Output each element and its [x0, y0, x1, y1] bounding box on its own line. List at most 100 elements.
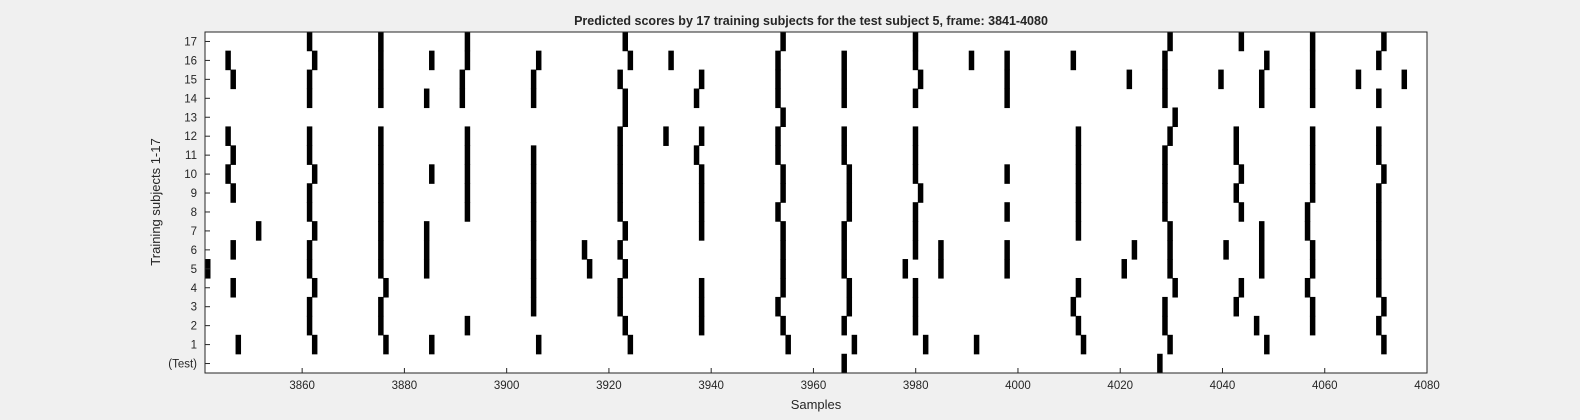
score-mark	[1238, 277, 1245, 298]
score-mark	[1376, 315, 1382, 336]
y-tick-label: 7	[191, 226, 197, 238]
score-mark	[378, 202, 384, 222]
y-tick-label: 13	[184, 112, 197, 124]
score-mark	[311, 277, 318, 298]
score-mark	[225, 126, 231, 146]
score-mark	[230, 145, 236, 165]
score-mark	[1070, 50, 1077, 71]
score-mark	[1381, 164, 1387, 184]
score-mark	[846, 202, 853, 222]
y-tick-label: 5	[191, 264, 197, 276]
score-mark	[1162, 183, 1168, 203]
score-mark	[1376, 126, 1382, 146]
score-mark	[464, 315, 471, 336]
score-mark	[912, 164, 919, 184]
y-tick-label: (Test)	[168, 359, 197, 371]
score-mark	[1167, 259, 1173, 279]
score-mark	[1075, 202, 1082, 222]
score-mark	[306, 202, 313, 222]
score-mark	[780, 183, 786, 203]
score-mark	[668, 50, 674, 71]
score-mark	[1401, 69, 1408, 90]
score-mark	[1080, 334, 1087, 355]
score-mark	[1304, 277, 1311, 298]
marks	[205, 31, 1408, 374]
score-mark	[775, 88, 781, 109]
score-mark	[1376, 50, 1382, 71]
score-mark	[698, 277, 705, 298]
score-mark	[311, 164, 318, 184]
y-tick-label: 2	[191, 321, 197, 333]
score-mark	[775, 202, 781, 222]
score-mark	[311, 50, 318, 71]
score-mark	[378, 164, 384, 184]
score-mark	[627, 334, 634, 355]
score-mark	[775, 296, 781, 317]
y-tick-label: 11	[185, 150, 197, 162]
score-mark	[663, 126, 669, 146]
score-mark	[1238, 31, 1245, 52]
score-mark	[1233, 126, 1240, 146]
score-mark	[1309, 240, 1316, 260]
score-mark	[1309, 183, 1316, 203]
score-mark	[1258, 221, 1265, 241]
y-tick-label: 14	[184, 93, 197, 105]
score-mark	[459, 69, 466, 90]
plot-frame	[204, 31, 1428, 374]
score-mark	[841, 50, 847, 71]
score-mark	[1304, 221, 1311, 241]
score-mark	[1258, 69, 1265, 90]
score-mark	[306, 126, 313, 146]
score-mark	[1376, 183, 1382, 203]
score-mark	[1238, 164, 1245, 184]
score-mark	[775, 126, 781, 146]
score-mark	[1167, 126, 1173, 146]
score-mark	[698, 296, 705, 317]
score-mark	[1167, 240, 1173, 260]
score-mark	[1309, 315, 1316, 336]
y-tick-label: 4	[191, 283, 198, 295]
score-mark	[429, 164, 435, 184]
score-mark	[780, 240, 786, 260]
x-tick-label: 4020	[1107, 380, 1133, 392]
score-mark	[1162, 50, 1168, 71]
score-mark	[530, 259, 537, 279]
score-mark	[306, 183, 313, 203]
score-mark	[841, 126, 847, 146]
score-mark	[617, 240, 623, 260]
score-mark	[841, 259, 847, 279]
score-mark	[378, 259, 384, 279]
x-axis-label: Samples	[791, 397, 842, 412]
score-mark	[1121, 259, 1127, 279]
score-mark	[1381, 334, 1387, 355]
score-mark	[912, 126, 919, 146]
score-mark	[1075, 183, 1082, 203]
score-mark	[775, 145, 781, 165]
score-mark	[846, 296, 853, 317]
score-mark	[1075, 126, 1082, 146]
score-mark	[780, 164, 786, 184]
score-mark	[225, 164, 231, 184]
score-mark	[1376, 221, 1382, 241]
score-mark	[1355, 69, 1362, 90]
score-mark	[1075, 145, 1082, 165]
score-mark	[938, 240, 944, 260]
score-mark	[1162, 315, 1168, 336]
score-mark	[1162, 296, 1168, 317]
score-mark	[617, 202, 623, 222]
score-mark	[1233, 145, 1240, 165]
score-mark	[617, 145, 623, 165]
score-mark	[311, 221, 318, 241]
score-mark	[846, 277, 853, 298]
score-mark	[622, 88, 629, 109]
score-mark	[383, 277, 389, 298]
score-mark	[1376, 88, 1382, 109]
score-mark	[306, 296, 313, 317]
score-mark	[1253, 315, 1260, 336]
score-mark	[1162, 145, 1168, 165]
score-mark	[464, 164, 471, 184]
score-mark	[306, 31, 313, 52]
score-mark	[530, 202, 537, 222]
score-mark	[1162, 69, 1168, 90]
